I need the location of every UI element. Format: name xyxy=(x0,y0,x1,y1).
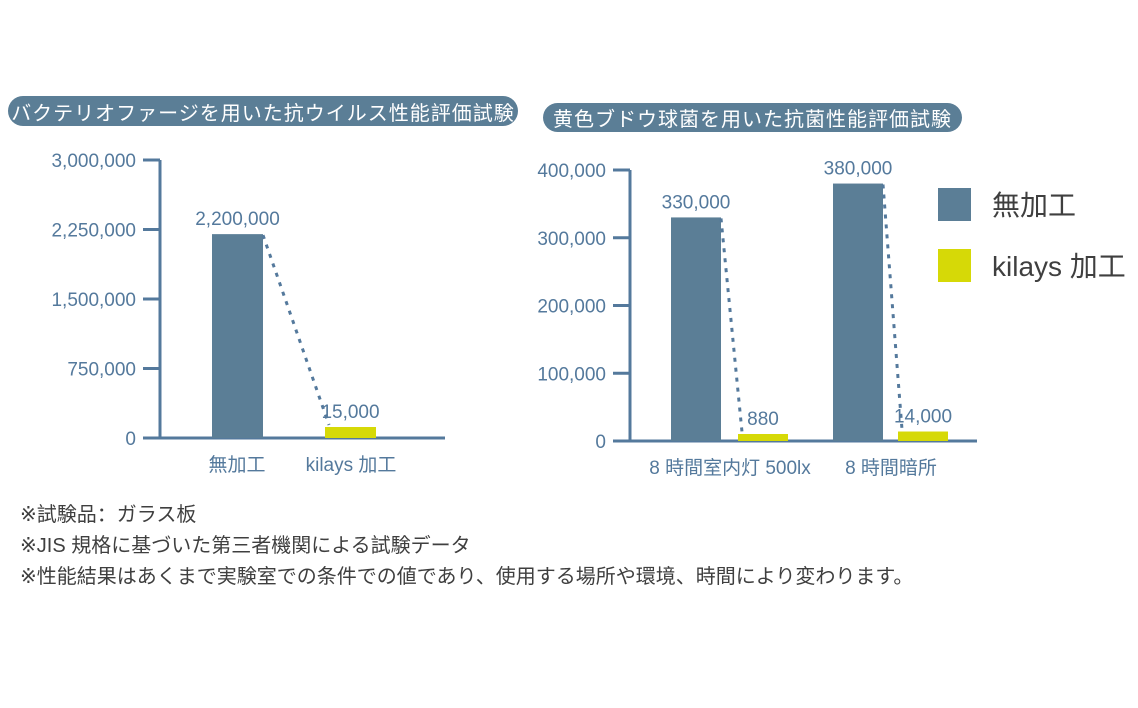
legend-label-kilays: kilays 加工 xyxy=(992,251,1126,282)
y-tick-label: 400,000 xyxy=(537,161,606,182)
y-tick-label: 200,000 xyxy=(537,297,606,318)
legend-item-untreated: 無加工 xyxy=(938,184,1126,224)
reduction-connector xyxy=(261,234,331,426)
category-label: 無加工 xyxy=(208,454,265,476)
antibacterial-chart-title: 黄色ブドウ球菌を用いた抗菌性能評価試験 xyxy=(553,109,952,131)
legend-item-kilays: kilays 加工 xyxy=(938,245,1126,285)
bar-kilays 加工 xyxy=(325,427,376,438)
y-tick-label: 1,500,000 xyxy=(51,290,136,311)
y-tick-label: 750,000 xyxy=(67,360,136,381)
bar-無加工 xyxy=(212,234,263,438)
bar-無加工 xyxy=(671,217,721,441)
antiviral-chart-title-pill: バクテリオファージを用いた抗ウイルス性能評価試験 xyxy=(8,96,518,126)
legend-label-untreated: 無加工 xyxy=(992,190,1077,221)
category-label: 8 時間室内灯 500lx xyxy=(649,457,811,479)
y-tick-label: 300,000 xyxy=(537,229,606,250)
footnote-test-sample: ※試験品：ガラス板 xyxy=(20,504,197,526)
legend: 無加工 kilays 加工 xyxy=(938,184,1126,306)
bar-value-label: 380,000 xyxy=(824,159,893,180)
bar-value-label: 2,200,000 xyxy=(195,209,280,230)
y-tick-label: 2,250,000 xyxy=(51,221,136,242)
antibacterial-chart: 0 100,000 200,000 300,000 400,000 330,000 880 3… xyxy=(537,159,977,479)
bar-value-label: 14,000 xyxy=(894,407,952,428)
y-tick-label: 0 xyxy=(595,432,606,453)
antiviral-chart-title: バクテリオファージを用いた抗ウイルス性能評価試験 xyxy=(11,102,515,125)
y-tick-label: 0 xyxy=(125,429,136,450)
footnotes: ※試験品：ガラス板 ※JIS 規格に基づいた第三者機関による試験データ ※性能結… xyxy=(20,500,913,593)
bar-kilays 加工 xyxy=(898,431,948,441)
footnote-disclaimer: ※性能結果はあくまで実験室での条件での値であり、使用する場所や環境、時間により変… xyxy=(20,566,914,588)
reduction-connector xyxy=(881,184,904,430)
footnote-jis-standard: ※JIS 規格に基づいた第三者機関による試験データ xyxy=(20,535,471,557)
y-tick-label: 100,000 xyxy=(537,364,606,385)
bar-kilays 加工 xyxy=(738,434,788,441)
kilays-color-swatch xyxy=(938,248,971,282)
untreated-color-swatch xyxy=(938,187,971,221)
bar-無加工 xyxy=(833,183,883,442)
category-label: 8 時間暗所 xyxy=(845,457,937,479)
y-tick-label: 3,000,000 xyxy=(51,151,136,172)
antibacterial-chart-title-pill: 黄色ブドウ球菌を用いた抗菌性能評価試験 xyxy=(543,103,962,132)
bar-value-label: 330,000 xyxy=(662,192,731,213)
bar-value-label: 15,000 xyxy=(321,402,379,423)
category-label: kilays 加工 xyxy=(306,454,397,476)
bar-value-label: 880 xyxy=(747,409,779,430)
antiviral-chart: 0 750,000 1,500,000 2,250,000 3,000,000 2,200… xyxy=(51,151,445,476)
reduction-connector xyxy=(719,218,744,433)
